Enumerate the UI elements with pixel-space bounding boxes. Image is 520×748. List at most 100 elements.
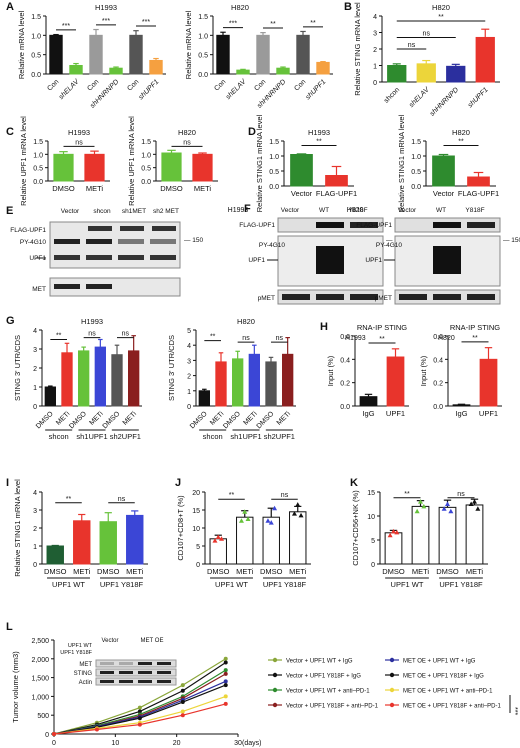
L-data-point <box>223 694 228 699</box>
F-lane-label: Vector <box>398 207 417 214</box>
G2-bar <box>232 358 244 407</box>
L-legend-marker <box>389 657 395 663</box>
E-panel-label: E <box>6 205 13 217</box>
L-data-point <box>223 679 228 684</box>
C1-title: H1993 <box>68 128 90 137</box>
K-bar <box>411 505 430 565</box>
C2-bar <box>192 153 213 182</box>
L-data-point <box>223 701 228 706</box>
G2-y-tick-label: 5 <box>187 328 191 335</box>
G2-bar <box>265 361 277 407</box>
L-inset-band <box>100 662 114 665</box>
J-data-point <box>238 518 244 523</box>
E-band <box>86 284 112 289</box>
K-sig-label: ns <box>457 491 465 498</box>
G1-group-label: sh2UPF1 <box>110 432 141 441</box>
F-band <box>316 246 344 274</box>
I-bar <box>73 520 91 565</box>
A2-title: H820 <box>231 3 249 12</box>
B-bar <box>416 63 436 83</box>
B-x-tick-label: shcon <box>383 86 401 104</box>
H1-x-tick-label: UPF1 <box>386 409 405 418</box>
C1-y-tick-label: 0.5 <box>33 166 43 173</box>
L-x-tick-label: 30 <box>234 740 242 747</box>
G2-x-tick-label: DMSO <box>222 410 242 430</box>
E-lane-label: Vector <box>61 208 80 215</box>
G1-y-axis-label: STING 3' UTR/CDS <box>13 335 22 401</box>
L-legend-marker <box>272 672 278 678</box>
G1-x-tick-label: DMSO <box>102 410 122 430</box>
J-y-tick-label: 10 <box>192 526 200 533</box>
C2-y-tick-label: 0.5 <box>141 166 151 173</box>
H2-y-tick-label: 0.4 <box>433 357 443 364</box>
A2-y-tick-label: 1.5 <box>198 14 208 21</box>
E-row-label: MET <box>32 286 46 293</box>
F-title: H820 <box>347 207 364 214</box>
A2-bar <box>296 34 310 75</box>
E-marker: — 150 <box>184 237 204 244</box>
G2-y-axis-label: STING 3' UTR/CDS <box>167 335 176 401</box>
L-legend-label: Vector + UPF1 Y818F + IgG <box>286 674 361 680</box>
H1-y-tick-label: 0.2 <box>340 381 350 388</box>
L-y-tick-label: 1,500 <box>31 676 49 683</box>
A2-x-tick-label: shELAV <box>225 78 249 102</box>
K-data-point <box>414 508 420 514</box>
H2-bar <box>479 358 498 407</box>
I-x-tick-label: METi <box>126 567 144 576</box>
J-data-point <box>219 536 225 541</box>
J-sig-label: ** <box>229 492 235 499</box>
D1-y-tick-label: 1.0 <box>269 154 279 161</box>
F-band <box>399 294 427 300</box>
L-inset-band <box>138 671 152 674</box>
D1-bar <box>325 175 348 187</box>
B-y-tick-label: 0 <box>373 80 377 87</box>
G1-title: H1993 <box>81 317 103 326</box>
H2-y-axis-label: Input (%) <box>419 355 428 386</box>
I-group-label: UPF1 Y818F <box>100 580 144 589</box>
A1-x-tick-label: Con <box>86 78 100 92</box>
L-inset-group: Vector <box>101 638 118 644</box>
K-y-tick-label: 10 <box>367 514 375 521</box>
G1-bar <box>78 350 90 407</box>
D1-y-tick-label: 0.5 <box>269 169 279 176</box>
L-x-tick-label: 0 <box>52 740 56 747</box>
B-panel-label: B <box>344 1 352 13</box>
G1-x-tick-label: DMSO <box>35 410 55 430</box>
A2-x-tick-label: Con <box>293 78 307 92</box>
G2-y-tick-label: 4 <box>187 343 191 350</box>
F-band <box>316 294 344 300</box>
I-x-tick-label: DMSO <box>97 567 120 576</box>
C2-title: H820 <box>178 128 196 137</box>
L-data-point <box>180 688 185 693</box>
L-legend-label: Vector + UPF1 WT + anti–PD-1 <box>286 689 370 695</box>
L-legend-marker <box>389 687 395 693</box>
C2-y-tick-label: 1.0 <box>141 152 151 159</box>
I-x-tick-label: DMSO <box>44 567 67 576</box>
D2-x-tick-label: FLAG-UPF1 <box>458 189 499 198</box>
F-lane-label: WT <box>436 207 446 214</box>
L-inset-band <box>100 680 114 683</box>
C2-y-axis-label: Relative UPF1 mRNA level <box>127 116 136 206</box>
L-inset-band <box>119 671 133 674</box>
D2-x-tick-label: Vector <box>433 189 455 198</box>
F-row-label: pMET <box>258 295 275 302</box>
B-y-axis-label: Relative STING mRNA level <box>353 2 362 96</box>
L-inset-row-label: UPF1 Y818F <box>60 650 92 656</box>
L-legend-label: MET OE + UPF1 Y818F + IgG <box>403 674 484 680</box>
H2-y-tick-label: 0.6 <box>433 334 443 341</box>
K-y-axis-label: CD107+CD56+NK (%) <box>351 490 360 566</box>
D1-title: H1993 <box>308 128 330 137</box>
D2-bar <box>467 176 490 187</box>
L-inset-row-label: UPF1 WT <box>68 643 93 649</box>
A2-bar <box>216 34 230 75</box>
K-data-point <box>391 528 396 534</box>
J-data-point <box>265 518 271 523</box>
H1-subtitle: H1993 <box>345 335 366 342</box>
F-band <box>316 222 344 228</box>
A1-bar <box>89 34 103 75</box>
G1-sig-label: ns <box>88 331 96 338</box>
A2-bar <box>236 69 250 75</box>
G2-sig-label: ** <box>210 334 216 341</box>
H2-sig-label: ** <box>472 335 478 342</box>
G1-bar <box>61 352 73 407</box>
